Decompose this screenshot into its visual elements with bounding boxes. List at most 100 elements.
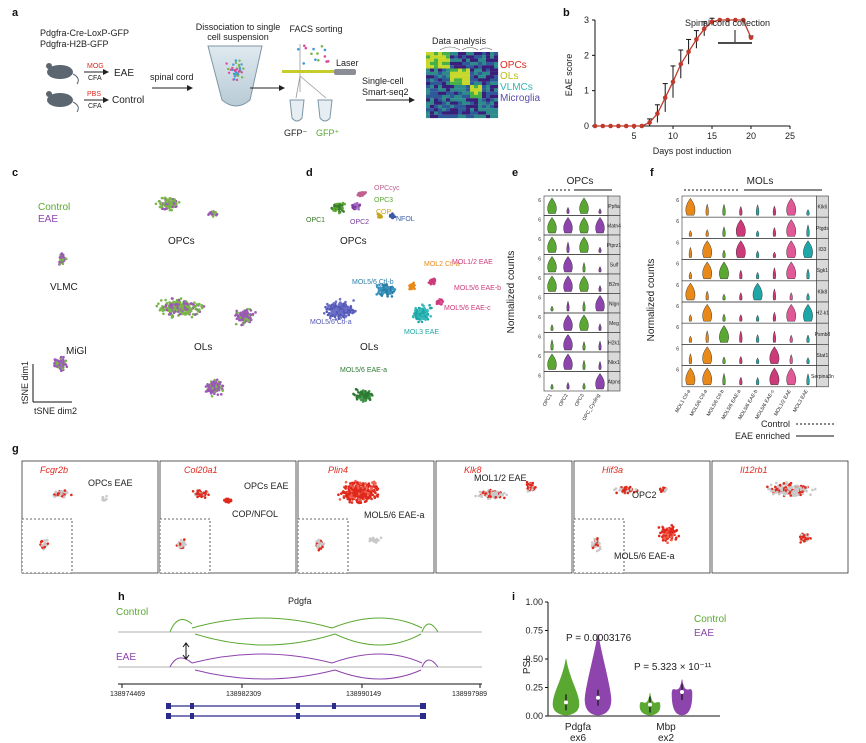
violin-shape	[786, 240, 797, 258]
median-point	[648, 702, 652, 707]
cell-dot	[418, 318, 422, 321]
heatmap-cell	[442, 85, 447, 89]
heatmap-cell	[438, 68, 443, 72]
heatmap-cell	[434, 75, 439, 79]
violin-shape	[789, 334, 793, 343]
cell-dot	[384, 288, 387, 291]
cell-dot	[207, 493, 210, 497]
violin-shape	[786, 197, 797, 216]
cell-dot	[356, 484, 360, 488]
cell-dot	[53, 495, 56, 499]
y-tick-label: 6	[676, 198, 679, 204]
cell-dot	[206, 389, 210, 393]
cell-dot	[198, 493, 201, 496]
data-point	[717, 17, 723, 23]
cell-dot	[172, 300, 175, 304]
heatmap-cell	[454, 85, 459, 89]
cell-dot	[364, 496, 368, 499]
y-tick-label: 6	[676, 346, 679, 352]
feature-plot-box	[711, 460, 849, 574]
cell-dot	[364, 492, 367, 496]
droplet	[323, 48, 327, 52]
cell-dot	[334, 300, 338, 303]
cell-dot	[352, 482, 355, 485]
heatmap-cell	[446, 71, 451, 76]
cell-dot	[775, 481, 778, 485]
cell-dot	[161, 207, 165, 211]
cell-dot	[803, 539, 806, 543]
violin-shape	[786, 367, 797, 385]
legend-opcs: OPCs	[500, 60, 527, 71]
cell-dot	[674, 536, 678, 540]
cell-dot	[233, 77, 236, 81]
cell-dot	[215, 378, 219, 382]
cell-dot	[328, 307, 332, 311]
heatmap-cell	[474, 81, 479, 86]
cell-dot	[478, 490, 482, 494]
data-point	[748, 35, 754, 40]
cell-dot	[352, 496, 356, 500]
heatmap-cell	[430, 88, 435, 92]
label-mol3-eae: MOL3 EAE	[404, 329, 439, 336]
cell-dot	[164, 304, 168, 308]
cell-dot	[40, 544, 44, 547]
cell-dot	[239, 312, 243, 316]
violin-shape	[756, 250, 760, 258]
single-cell-label: Single-cell	[362, 76, 404, 86]
violin-shape	[598, 246, 602, 253]
violin-shape	[739, 269, 743, 279]
heatmap-cell	[486, 55, 491, 59]
cell-dot	[202, 305, 206, 308]
cell-dot	[534, 486, 537, 489]
violin-shape	[719, 261, 729, 279]
cell-dot	[356, 204, 359, 207]
cluster-vlmc: VLMC	[50, 282, 78, 293]
heatmap-cell	[446, 85, 451, 89]
cell-dot	[170, 208, 174, 212]
cell-dot	[375, 293, 379, 296]
cell-dot	[213, 211, 217, 214]
droplet	[304, 46, 308, 50]
cell-dot	[221, 389, 224, 392]
heatmap-cell	[458, 108, 463, 112]
cluster-ols: OLs	[194, 342, 212, 353]
violin-shape	[769, 346, 780, 364]
cell-dot	[801, 535, 805, 539]
cell-dot	[316, 546, 319, 549]
violin-shape	[705, 203, 709, 216]
violin-shape	[769, 367, 780, 385]
heatmap-cell	[486, 104, 491, 109]
sashimi-plot	[118, 617, 482, 680]
heatmap-cell	[442, 68, 447, 72]
cell-dot	[358, 394, 362, 397]
violin-control	[552, 658, 580, 716]
heatmap-cell	[478, 88, 483, 92]
violin-eae	[584, 633, 612, 716]
cell-dot	[61, 358, 65, 361]
group-label: MOL1/2 EAE	[773, 388, 793, 417]
violin-shape	[806, 224, 810, 237]
heatmap-cell	[494, 61, 499, 66]
heatmap-cell	[450, 108, 455, 112]
cell-dot	[235, 68, 238, 71]
heatmap-cell	[482, 85, 487, 89]
cell-dot	[210, 382, 213, 385]
cell-dot	[669, 538, 673, 542]
gene-label: Nkx1	[608, 360, 620, 366]
heatmap-cell	[426, 108, 431, 112]
heatmap-cell	[490, 94, 495, 99]
heatmap-cell	[490, 91, 495, 95]
cell-dot	[58, 367, 62, 370]
cell-dot	[179, 310, 182, 314]
droplet	[317, 58, 320, 62]
heatmap-cell	[426, 52, 431, 56]
heatmap-cell	[446, 58, 451, 62]
heatmap-cell	[490, 75, 495, 79]
cell-dot	[169, 310, 173, 313]
cell-dot	[657, 526, 661, 529]
cell-dot	[490, 492, 494, 496]
cell-dot	[782, 482, 786, 485]
droplet	[320, 44, 324, 48]
cell-dot	[348, 498, 352, 502]
data-analysis-label: Data analysis	[432, 36, 487, 46]
